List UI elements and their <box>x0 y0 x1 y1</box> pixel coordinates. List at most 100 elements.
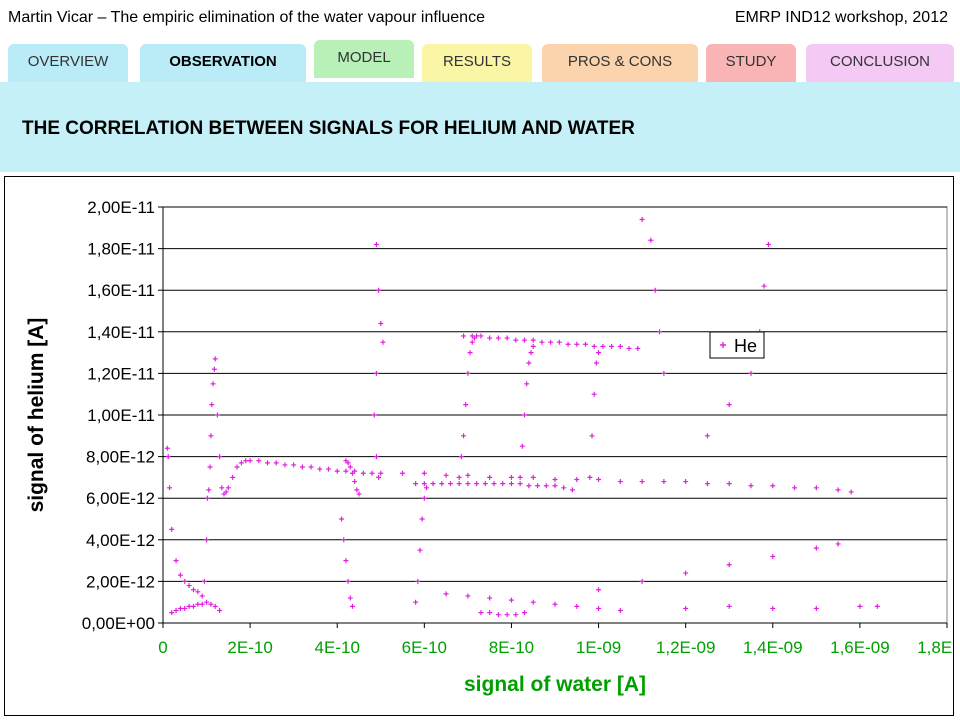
tab-study[interactable]: STUDY <box>706 44 796 82</box>
data-point <box>522 412 528 418</box>
x-tick-label: 2E-10 <box>227 638 272 657</box>
tab-pros-cons[interactable]: PROS & CONS <box>542 44 698 82</box>
data-point <box>726 402 732 408</box>
y-tick-label: 2,00E-12 <box>86 572 155 591</box>
data-point <box>456 481 462 487</box>
data-point <box>657 329 663 335</box>
data-point <box>596 350 602 356</box>
data-point <box>593 360 599 366</box>
top-bar: Martin Vicar – The empiric elimination o… <box>0 0 960 40</box>
legend-marker <box>720 342 726 348</box>
tab-results[interactable]: RESULTS <box>422 44 532 82</box>
data-point <box>770 553 776 559</box>
data-point <box>208 601 214 607</box>
data-point <box>400 470 406 476</box>
data-point <box>857 603 863 609</box>
data-point <box>347 595 353 601</box>
data-point <box>587 474 593 480</box>
y-tick-label: 1,60E-11 <box>87 281 155 300</box>
data-point <box>341 537 347 543</box>
data-point <box>661 370 667 376</box>
data-point <box>683 479 689 485</box>
data-point <box>639 578 645 584</box>
data-point <box>421 470 427 476</box>
tab-conclusion[interactable]: CONCLUSION <box>806 44 954 82</box>
data-point <box>874 603 880 609</box>
data-point <box>813 485 819 491</box>
data-point <box>478 610 484 616</box>
data-point <box>209 402 215 408</box>
data-point <box>522 610 528 616</box>
data-point <box>589 433 595 439</box>
y-tick-label: 1,20E-11 <box>87 364 155 383</box>
data-point <box>447 481 453 487</box>
data-point <box>704 481 710 487</box>
data-point <box>247 458 253 464</box>
x-tick-label: 0 <box>158 638 167 657</box>
data-point <box>376 474 382 480</box>
data-point <box>326 466 332 472</box>
data-point <box>487 610 493 616</box>
data-point <box>635 345 641 351</box>
data-point <box>173 608 179 614</box>
data-point <box>219 485 225 491</box>
data-point <box>238 460 244 466</box>
tab-overview[interactable]: OVERVIEW <box>8 44 128 82</box>
scatter-chart: 0,00E+00 2,00E-12 4,00E-12 6,00E-12 8,00E-12… <box>25 198 953 696</box>
y-tick-label: 4,00E-12 <box>86 531 155 550</box>
tab-label: OBSERVATION <box>169 53 277 70</box>
data-point <box>343 468 349 474</box>
data-point <box>465 593 471 599</box>
data-point <box>439 481 445 487</box>
x-tick-label: 6E-10 <box>402 638 447 657</box>
data-point <box>378 470 384 476</box>
data-point <box>186 583 192 589</box>
data-point <box>465 370 471 376</box>
data-point <box>626 345 632 351</box>
data-point <box>190 587 196 593</box>
data-point <box>243 458 249 464</box>
data-point <box>508 597 514 603</box>
y-axis-label: signal of helium [A] <box>25 318 48 513</box>
data-point <box>513 337 519 343</box>
data-point <box>182 578 188 584</box>
y-tick-label: 1,00E-11 <box>87 406 155 425</box>
data-point <box>848 489 854 495</box>
data-point <box>813 605 819 611</box>
data-point <box>648 237 654 243</box>
data-point <box>526 360 532 366</box>
data-point <box>639 216 645 222</box>
data-point <box>352 479 358 485</box>
data-point <box>530 599 536 605</box>
data-point <box>443 591 449 597</box>
data-point <box>543 483 549 489</box>
data-point <box>206 487 212 493</box>
data-point <box>334 468 340 474</box>
data-point <box>617 343 623 349</box>
data-point <box>343 558 349 564</box>
data-point <box>487 595 493 601</box>
data-point <box>347 464 353 470</box>
data-point <box>495 612 501 618</box>
data-point <box>458 454 464 460</box>
data-point <box>230 474 236 480</box>
tab-label: CONCLUSION <box>829 53 930 70</box>
y-tick-label: 6,00E-12 <box>86 489 155 508</box>
data-point <box>482 481 488 487</box>
data-point <box>443 472 449 478</box>
data-point <box>530 474 536 480</box>
data-point <box>495 335 501 341</box>
data-point <box>569 487 575 493</box>
data-point <box>574 476 580 482</box>
tab-observation[interactable]: OBSERVATION <box>140 44 306 82</box>
data-point <box>561 485 567 491</box>
data-point <box>835 541 841 547</box>
data-point <box>376 287 382 293</box>
data-point <box>565 341 571 347</box>
tab-model[interactable]: MODEL <box>314 40 414 78</box>
data-point <box>552 483 558 489</box>
data-point <box>478 333 484 339</box>
data-point <box>748 483 754 489</box>
data-point <box>167 485 173 491</box>
x-tick-label: 1,8E-09 <box>917 638 953 657</box>
